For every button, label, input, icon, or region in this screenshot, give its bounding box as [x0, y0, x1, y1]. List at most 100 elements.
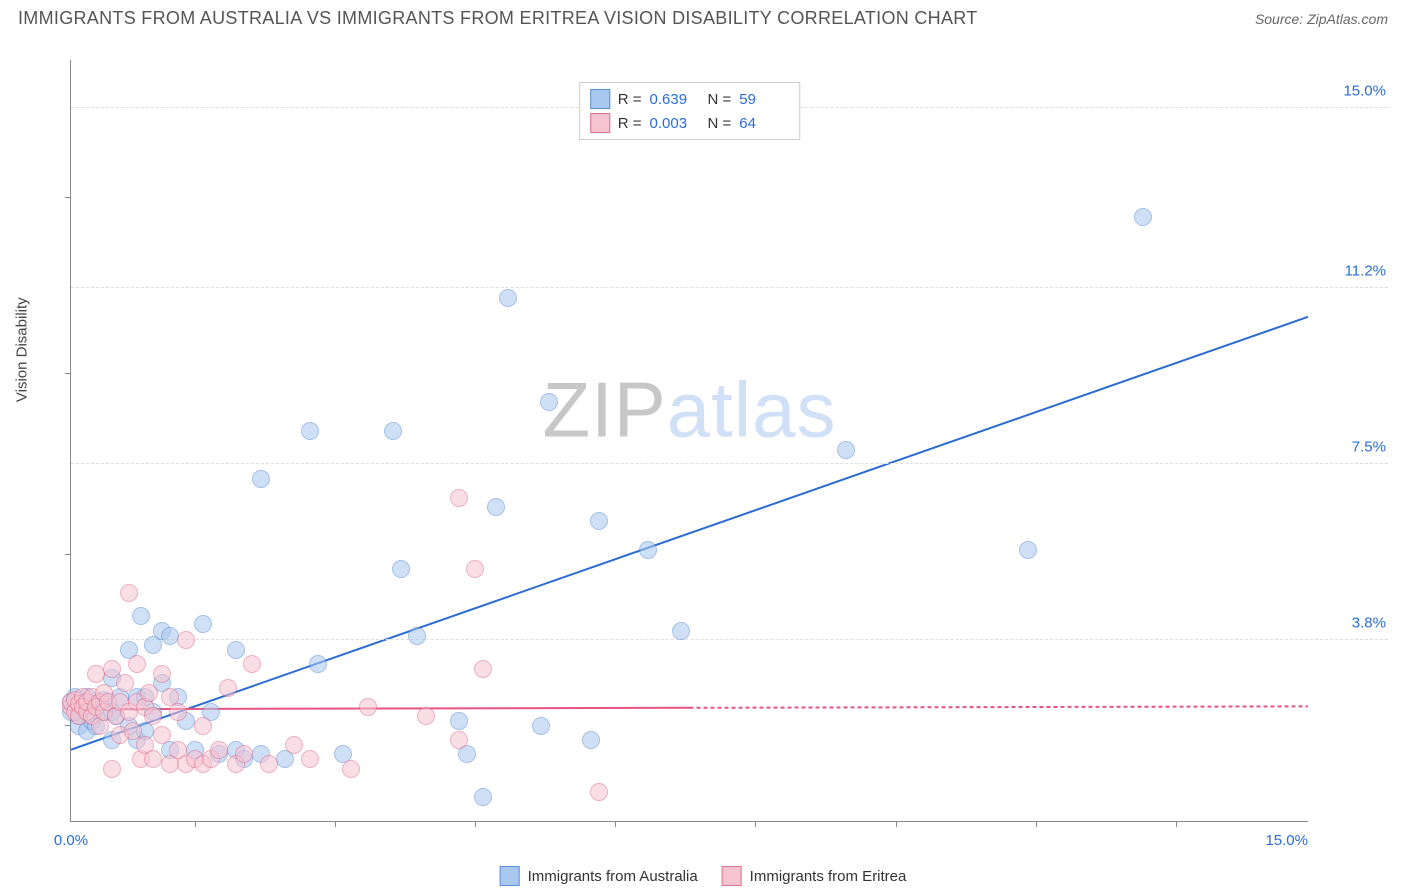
- chart-container: Vision Disability ZIPatlas R = 0.639 N =…: [50, 40, 1388, 852]
- data-point-australia: [161, 627, 179, 645]
- legend-item-eritrea: Immigrants from Eritrea: [722, 866, 907, 886]
- n-label: N =: [708, 91, 732, 108]
- data-point-eritrea: [120, 584, 138, 602]
- data-point-eritrea: [466, 560, 484, 578]
- trend-lines-svg: [71, 60, 1308, 821]
- y-tick: [65, 197, 71, 198]
- data-point-eritrea: [153, 665, 171, 683]
- data-point-eritrea: [301, 750, 319, 768]
- x-max-label: 15.0%: [1265, 832, 1308, 849]
- data-point-australia: [1134, 208, 1152, 226]
- gridline-h: [71, 287, 1388, 288]
- n-value-eritrea: 64: [739, 115, 789, 132]
- data-point-eritrea: [144, 707, 162, 725]
- swatch-australia-icon: [500, 866, 520, 886]
- r-value-eritrea: 0.003: [650, 115, 700, 132]
- data-point-australia: [309, 655, 327, 673]
- n-label: N =: [708, 115, 732, 132]
- legend-row-australia: R = 0.639 N = 59: [590, 87, 790, 111]
- source-attribution: Source: ZipAtlas.com: [1255, 11, 1388, 27]
- data-point-australia: [540, 393, 558, 411]
- data-point-australia: [474, 788, 492, 806]
- legend-item-australia: Immigrants from Australia: [500, 866, 698, 886]
- data-point-eritrea: [342, 760, 360, 778]
- data-point-eritrea: [194, 717, 212, 735]
- data-point-eritrea: [590, 783, 608, 801]
- data-point-australia: [252, 470, 270, 488]
- data-point-eritrea: [153, 726, 171, 744]
- data-point-eritrea: [128, 655, 146, 673]
- data-point-eritrea: [235, 745, 253, 763]
- x-tick: [1036, 821, 1037, 827]
- correlation-legend: R = 0.639 N = 59 R = 0.003 N = 64: [579, 82, 801, 140]
- data-point-eritrea: [450, 731, 468, 749]
- data-point-australia: [837, 441, 855, 459]
- data-point-australia: [590, 512, 608, 530]
- y-tick-label: 15.0%: [1316, 82, 1386, 99]
- chart-header: IMMIGRANTS FROM AUSTRALIA VS IMMIGRANTS …: [0, 0, 1406, 33]
- data-point-eritrea: [87, 665, 105, 683]
- x-tick: [615, 821, 616, 827]
- data-point-eritrea: [144, 750, 162, 768]
- data-point-eritrea: [243, 655, 261, 673]
- data-point-australia: [1019, 541, 1037, 559]
- data-point-australia: [582, 731, 600, 749]
- trend-line: [690, 706, 1309, 707]
- data-point-australia: [672, 622, 690, 640]
- data-point-australia: [408, 627, 426, 645]
- data-point-eritrea: [219, 679, 237, 697]
- data-point-eritrea: [210, 741, 228, 759]
- data-point-eritrea: [140, 684, 158, 702]
- gridline-h: [71, 463, 1388, 464]
- series-legend: Immigrants from Australia Immigrants fro…: [500, 866, 907, 886]
- x-tick: [755, 821, 756, 827]
- data-point-eritrea: [116, 674, 134, 692]
- r-label: R =: [618, 115, 642, 132]
- x-min-label: 0.0%: [54, 832, 88, 849]
- plot-area: ZIPatlas R = 0.639 N = 59 R = 0.003 N = …: [70, 60, 1308, 822]
- legend-label-eritrea: Immigrants from Eritrea: [750, 868, 907, 885]
- y-tick: [65, 373, 71, 374]
- y-axis-title: Vision Disability: [14, 297, 31, 402]
- data-point-australia: [487, 498, 505, 516]
- gridline-h: [71, 639, 1388, 640]
- y-tick-label: 3.8%: [1316, 615, 1386, 632]
- data-point-australia: [194, 615, 212, 633]
- y-tick-label: 11.2%: [1316, 263, 1386, 280]
- x-tick: [1176, 821, 1177, 827]
- chart-title: IMMIGRANTS FROM AUSTRALIA VS IMMIGRANTS …: [18, 8, 978, 29]
- trend-line: [71, 708, 690, 709]
- data-point-australia: [227, 641, 245, 659]
- data-point-australia: [384, 422, 402, 440]
- legend-label-australia: Immigrants from Australia: [528, 868, 698, 885]
- data-point-australia: [392, 560, 410, 578]
- x-tick: [896, 821, 897, 827]
- data-point-eritrea: [260, 755, 278, 773]
- data-point-eritrea: [417, 707, 435, 725]
- x-tick: [475, 821, 476, 827]
- x-tick: [195, 821, 196, 827]
- x-tick: [335, 821, 336, 827]
- swatch-eritrea: [590, 113, 610, 133]
- r-value-australia: 0.639: [650, 91, 700, 108]
- swatch-australia: [590, 89, 610, 109]
- data-point-eritrea: [474, 660, 492, 678]
- data-point-eritrea: [285, 736, 303, 754]
- data-point-australia: [132, 607, 150, 625]
- data-point-eritrea: [359, 698, 377, 716]
- data-point-australia: [499, 289, 517, 307]
- data-point-australia: [639, 541, 657, 559]
- swatch-eritrea-icon: [722, 866, 742, 886]
- data-point-australia: [301, 422, 319, 440]
- data-point-eritrea: [169, 703, 187, 721]
- y-tick: [65, 554, 71, 555]
- n-value-australia: 59: [739, 91, 789, 108]
- trend-line: [71, 317, 1308, 750]
- y-tick-label: 7.5%: [1316, 439, 1386, 456]
- data-point-australia: [450, 712, 468, 730]
- legend-row-eritrea: R = 0.003 N = 64: [590, 111, 790, 135]
- data-point-australia: [532, 717, 550, 735]
- r-label: R =: [618, 91, 642, 108]
- data-point-eritrea: [450, 489, 468, 507]
- data-point-eritrea: [177, 631, 195, 649]
